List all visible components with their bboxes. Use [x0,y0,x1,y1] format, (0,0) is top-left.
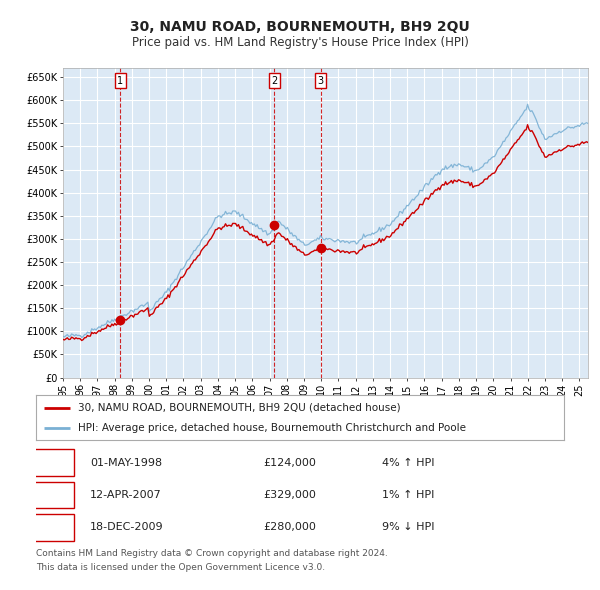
Text: 2: 2 [271,76,278,86]
Text: Price paid vs. HM Land Registry's House Price Index (HPI): Price paid vs. HM Land Registry's House … [131,36,469,49]
Text: 1: 1 [117,76,124,86]
Text: £280,000: £280,000 [263,523,316,532]
FancyBboxPatch shape [34,514,74,540]
Text: This data is licensed under the Open Government Licence v3.0.: This data is licensed under the Open Gov… [36,563,325,572]
Text: 1% ↑ HPI: 1% ↑ HPI [382,490,434,500]
Text: 30, NAMU ROAD, BOURNEMOUTH, BH9 2QU: 30, NAMU ROAD, BOURNEMOUTH, BH9 2QU [130,19,470,34]
Text: 18-DEC-2009: 18-DEC-2009 [90,523,164,532]
Text: 3: 3 [317,76,323,86]
Text: 3: 3 [50,523,57,532]
FancyBboxPatch shape [34,450,74,476]
Text: HPI: Average price, detached house, Bournemouth Christchurch and Poole: HPI: Average price, detached house, Bour… [78,424,466,434]
Text: 01-MAY-1998: 01-MAY-1998 [90,458,162,467]
Text: 12-APR-2007: 12-APR-2007 [90,490,162,500]
Text: Contains HM Land Registry data © Crown copyright and database right 2024.: Contains HM Land Registry data © Crown c… [36,549,388,558]
Text: 4% ↑ HPI: 4% ↑ HPI [382,458,434,467]
FancyBboxPatch shape [34,482,74,508]
Text: 9% ↓ HPI: 9% ↓ HPI [382,523,434,532]
Text: 30, NAMU ROAD, BOURNEMOUTH, BH9 2QU (detached house): 30, NAMU ROAD, BOURNEMOUTH, BH9 2QU (det… [78,403,401,412]
Text: £329,000: £329,000 [263,490,316,500]
Text: £124,000: £124,000 [263,458,316,467]
Text: 1: 1 [50,458,57,467]
Text: 2: 2 [50,490,57,500]
